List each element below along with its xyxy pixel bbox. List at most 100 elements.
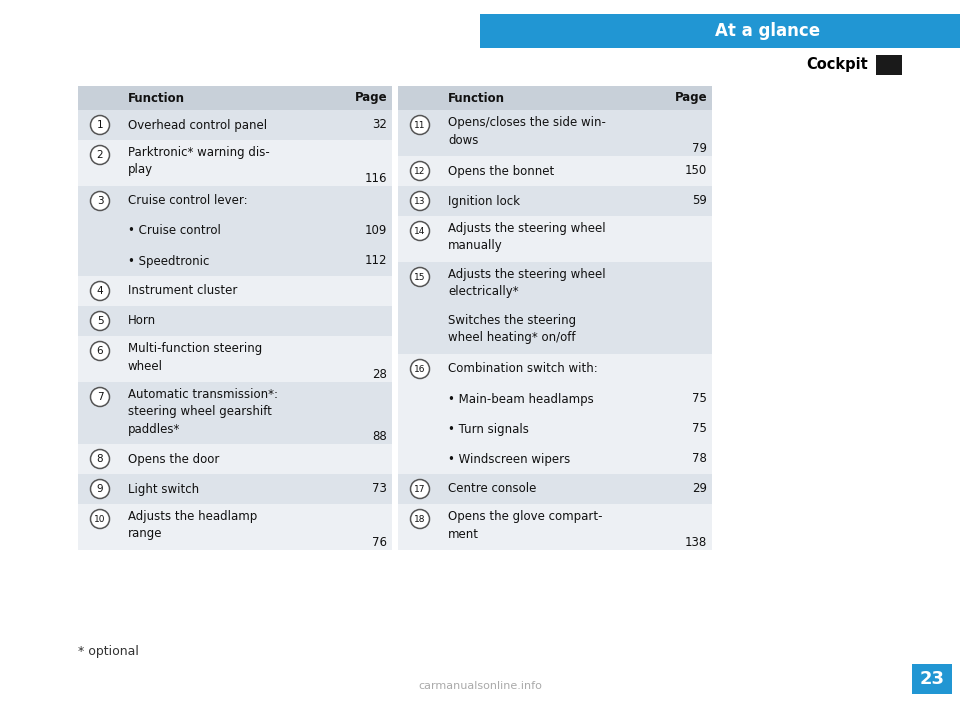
Bar xyxy=(398,384,712,414)
Circle shape xyxy=(90,191,109,210)
Text: Page: Page xyxy=(354,91,387,105)
Bar xyxy=(78,474,392,504)
Text: Multi-function steering
wheel: Multi-function steering wheel xyxy=(128,342,262,372)
Bar xyxy=(398,156,712,186)
Text: 7: 7 xyxy=(97,392,104,402)
Text: 8: 8 xyxy=(97,454,104,464)
Bar xyxy=(398,216,712,262)
Text: 150: 150 xyxy=(684,164,707,178)
Text: At a glance: At a glance xyxy=(715,22,821,40)
Text: carmanualsonline.info: carmanualsonline.info xyxy=(418,681,542,691)
Circle shape xyxy=(90,510,109,528)
Text: 16: 16 xyxy=(415,365,425,374)
Text: Opens the glove compart-
ment: Opens the glove compart- ment xyxy=(448,510,603,540)
Bar xyxy=(78,382,392,444)
Bar xyxy=(78,216,392,246)
Circle shape xyxy=(411,479,429,498)
Bar xyxy=(78,504,392,550)
Text: 116: 116 xyxy=(365,171,387,185)
Bar xyxy=(398,308,712,354)
Text: 13: 13 xyxy=(415,197,425,205)
Text: 1: 1 xyxy=(97,120,104,130)
Circle shape xyxy=(411,191,429,210)
Bar xyxy=(398,444,712,474)
Bar xyxy=(398,86,712,110)
Circle shape xyxy=(411,161,429,181)
Circle shape xyxy=(411,115,429,135)
Text: Function: Function xyxy=(448,91,505,105)
Bar xyxy=(78,110,392,140)
Text: 2: 2 xyxy=(97,150,104,160)
Bar xyxy=(78,276,392,306)
Text: 75: 75 xyxy=(692,392,707,406)
Text: 3: 3 xyxy=(97,196,104,206)
Text: Switches the steering
wheel heating* on/off: Switches the steering wheel heating* on/… xyxy=(448,314,576,345)
Text: • Turn signals: • Turn signals xyxy=(448,423,529,435)
Circle shape xyxy=(411,222,429,241)
Text: Adjusts the steering wheel
electrically*: Adjusts the steering wheel electrically* xyxy=(448,268,606,299)
Circle shape xyxy=(90,479,109,498)
Text: 88: 88 xyxy=(372,430,387,442)
Text: Cockpit: Cockpit xyxy=(806,57,868,72)
Text: * optional: * optional xyxy=(78,646,139,658)
Bar xyxy=(78,246,392,276)
Circle shape xyxy=(411,268,429,287)
Text: 138: 138 xyxy=(684,535,707,549)
Text: Parktronic* warning dis-
play: Parktronic* warning dis- play xyxy=(128,146,270,176)
Text: Opens the door: Opens the door xyxy=(128,452,220,465)
Bar xyxy=(78,444,392,474)
Text: 10: 10 xyxy=(94,515,106,523)
Bar xyxy=(398,262,712,308)
Text: Opens the bonnet: Opens the bonnet xyxy=(448,164,554,178)
Text: 17: 17 xyxy=(415,484,425,493)
Bar xyxy=(480,14,960,48)
Text: Function: Function xyxy=(128,91,185,105)
Text: 4: 4 xyxy=(97,286,104,296)
Bar xyxy=(78,336,392,382)
Circle shape xyxy=(411,510,429,528)
Text: 78: 78 xyxy=(692,452,707,465)
Text: Adjusts the steering wheel
manually: Adjusts the steering wheel manually xyxy=(448,222,606,253)
Bar xyxy=(398,474,712,504)
Circle shape xyxy=(90,450,109,469)
Bar xyxy=(398,354,712,384)
Text: 11: 11 xyxy=(415,120,425,130)
Text: Adjusts the headlamp
range: Adjusts the headlamp range xyxy=(128,510,257,540)
Bar xyxy=(78,86,392,110)
Text: • Cruise control: • Cruise control xyxy=(128,224,221,237)
Bar xyxy=(398,110,712,156)
Text: Centre console: Centre console xyxy=(448,482,537,496)
Text: Opens/closes the side win-
dows: Opens/closes the side win- dows xyxy=(448,116,606,147)
Text: 29: 29 xyxy=(692,482,707,496)
Text: Automatic transmission*:
steering wheel gearshift
paddles*: Automatic transmission*: steering wheel … xyxy=(128,388,278,436)
Bar xyxy=(398,186,712,216)
Text: • Main-beam headlamps: • Main-beam headlamps xyxy=(448,392,593,406)
Bar xyxy=(78,140,392,186)
Text: Cruise control lever:: Cruise control lever: xyxy=(128,195,248,207)
Circle shape xyxy=(90,282,109,300)
Text: 14: 14 xyxy=(415,227,425,236)
Circle shape xyxy=(90,341,109,360)
Bar xyxy=(398,414,712,444)
Text: 6: 6 xyxy=(97,346,104,356)
Text: 112: 112 xyxy=(365,254,387,268)
Bar xyxy=(876,55,902,75)
Bar xyxy=(78,186,392,216)
Text: 59: 59 xyxy=(692,195,707,207)
Text: 75: 75 xyxy=(692,423,707,435)
Text: Combination switch with:: Combination switch with: xyxy=(448,362,598,375)
Text: 15: 15 xyxy=(415,273,425,282)
Text: Light switch: Light switch xyxy=(128,482,199,496)
Text: Ignition lock: Ignition lock xyxy=(448,195,520,207)
Text: Instrument cluster: Instrument cluster xyxy=(128,285,237,297)
Circle shape xyxy=(90,387,109,406)
Text: 23: 23 xyxy=(920,670,945,688)
Text: • Speedtronic: • Speedtronic xyxy=(128,254,209,268)
Text: 73: 73 xyxy=(372,482,387,496)
Bar xyxy=(78,306,392,336)
Text: 12: 12 xyxy=(415,166,425,176)
Text: 109: 109 xyxy=(365,224,387,237)
Bar xyxy=(398,504,712,550)
Text: 79: 79 xyxy=(692,142,707,154)
Text: 5: 5 xyxy=(97,316,104,326)
